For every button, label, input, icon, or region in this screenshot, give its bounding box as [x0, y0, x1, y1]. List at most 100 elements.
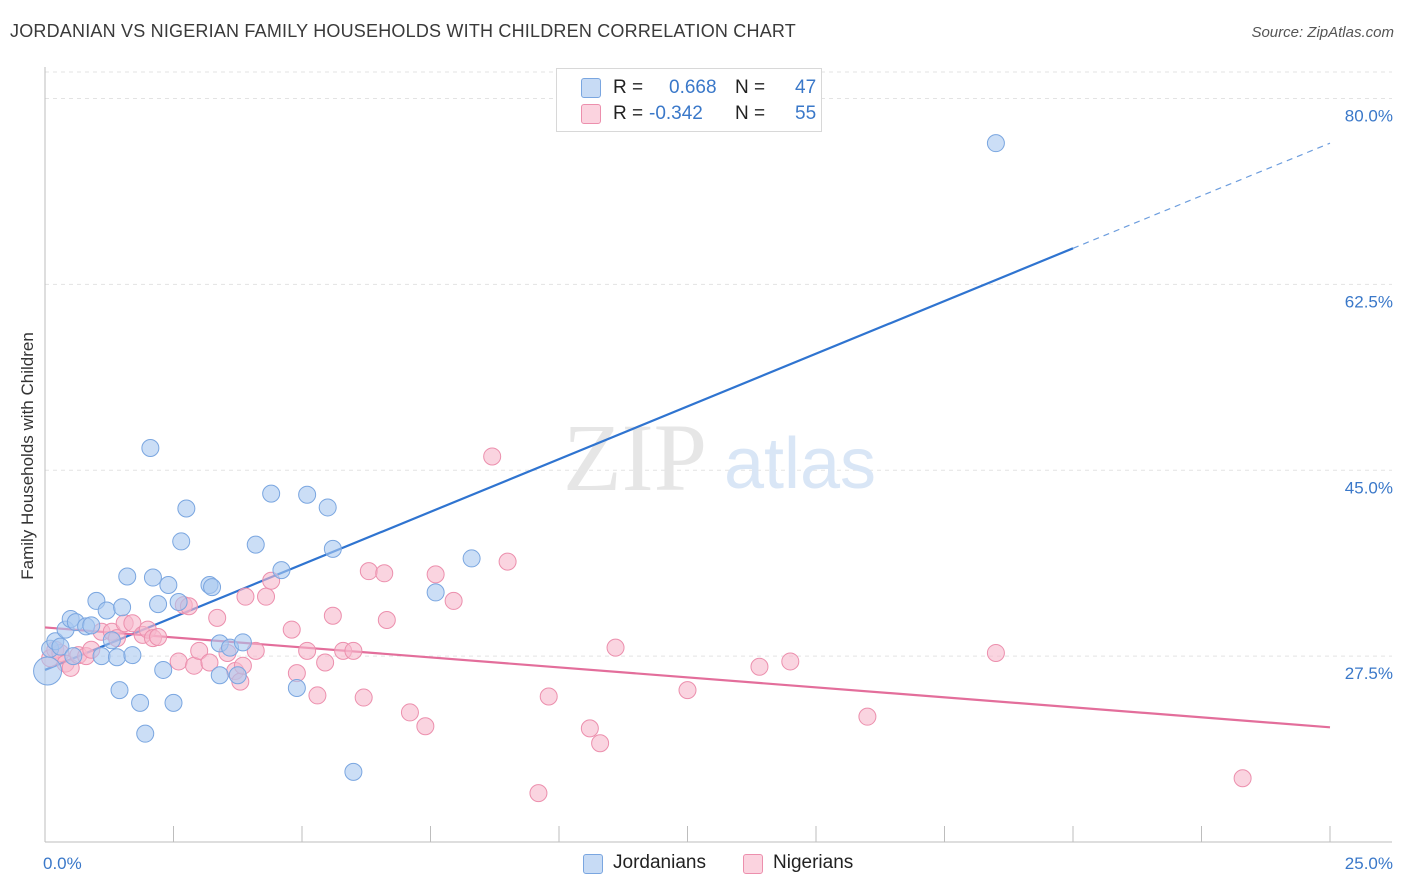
jordanian-point [113, 598, 132, 617]
nigerian-point [444, 591, 463, 610]
jordanian-point [426, 583, 445, 602]
jordanian-point [82, 616, 101, 635]
jordanian-point [51, 637, 70, 656]
y-tick-label: 27.5% [1345, 664, 1393, 683]
stats-legend: R = 0.668 N = 47 R = -0.342 N = 55 [556, 68, 822, 132]
nigerian-point [529, 784, 548, 803]
jordanian-point [92, 647, 111, 666]
nigerian-point [1233, 769, 1252, 788]
watermark-atlas: atlas [724, 424, 876, 504]
nigerian-point [539, 687, 558, 706]
jordanian-point [154, 660, 173, 679]
jordanian-point [986, 134, 1005, 153]
nigerian-point [377, 611, 396, 630]
legend-n-value: 47 [795, 77, 817, 98]
legend-r-value: -0.342 [649, 103, 703, 124]
jordanian-point [287, 679, 306, 697]
jordanian-point [33, 656, 63, 686]
legend-label-nigerians: Nigerians [773, 852, 854, 873]
jordanians-trend-extension [1072, 142, 1331, 249]
nigerian-point [416, 717, 435, 736]
legend-swatch-nigerians [581, 104, 601, 124]
nigerian-point [986, 643, 1005, 662]
axis-labels: 27.5% 45.0% 62.5% 80.0% 0.0% 25.0% [43, 107, 1393, 873]
jordanian-point [102, 631, 121, 650]
nigerian-point [298, 641, 317, 660]
jordanian-point [318, 498, 337, 517]
jordanian-point [110, 681, 129, 700]
jordanian-point [143, 568, 162, 587]
legend-r-value: 0.668 [669, 77, 717, 98]
data-points [33, 134, 1252, 803]
y-axis-title: Family Households with Children [18, 332, 37, 580]
nigerian-point [123, 614, 142, 633]
legend-n-label: N = [735, 103, 766, 124]
legend-swatch-nigerians [743, 854, 763, 874]
x-tick-label: 0.0% [43, 854, 82, 873]
jordanian-point [97, 601, 116, 620]
jordanian-point [169, 592, 188, 611]
nigerian-point [375, 564, 394, 583]
nigerian-point [678, 681, 697, 700]
nigerian-point [208, 608, 227, 627]
nigerian-point [781, 652, 800, 671]
nigerian-point [344, 641, 363, 660]
jordanian-point [246, 535, 265, 554]
jordanian-point [118, 567, 137, 586]
jordanian-point [462, 549, 481, 568]
jordanian-point [323, 539, 342, 558]
jordanian-point [177, 499, 196, 518]
axes [44, 67, 1392, 843]
legend-r-label: R = [613, 103, 644, 124]
jordanian-point [298, 485, 317, 504]
nigerian-point [316, 653, 335, 672]
jordanian-point [64, 647, 83, 666]
nigerian-point [169, 652, 188, 671]
jordanian-point [123, 646, 142, 665]
jordanian-point [172, 532, 191, 551]
chart-title: JORDANIAN VS NIGERIAN FAMILY HOUSEHOLDS … [10, 21, 796, 41]
nigerian-point [354, 688, 373, 707]
nigerian-point [323, 606, 342, 625]
nigerian-point [858, 707, 877, 726]
legend-swatch-jordanians [583, 854, 603, 874]
jordanian-point [149, 595, 168, 614]
nigerian-point [426, 565, 445, 584]
nigerian-point [750, 657, 769, 676]
nigerian-point [359, 562, 378, 581]
jordanian-point [210, 666, 229, 685]
legend-swatch-jordanians [581, 78, 601, 98]
grid [45, 71, 1392, 657]
watermark-zip: ZIP [563, 404, 707, 511]
nigerian-point [400, 703, 419, 722]
nigerian-point [257, 587, 276, 606]
nigerian-point [149, 628, 168, 647]
nigerian-point [591, 734, 610, 753]
legend-label-jordanians: Jordanians [613, 852, 706, 873]
jordanian-point [164, 693, 183, 712]
jordanian-point [141, 438, 160, 457]
jordanian-point [344, 762, 363, 781]
nigerian-point [580, 719, 599, 738]
nigerian-point [236, 587, 255, 606]
nigerian-point [246, 641, 265, 660]
jordanian-point [233, 633, 252, 652]
nigerian-point [282, 620, 301, 639]
jordanian-point [262, 484, 281, 503]
jordanians-trend-line [44, 247, 1074, 671]
legend-r-label: R = [613, 77, 644, 98]
nigerian-point [498, 552, 517, 571]
y-tick-label: 62.5% [1345, 292, 1393, 311]
y-tick-label: 80.0% [1345, 107, 1393, 126]
jordanian-point [107, 648, 126, 667]
legend-n-value: 55 [795, 103, 817, 124]
nigerian-point [483, 447, 502, 466]
jordanian-point [272, 561, 291, 580]
nigerian-point [606, 638, 625, 657]
nigerian-point [190, 641, 209, 660]
legend-n-label: N = [735, 77, 766, 98]
jordanian-point [228, 666, 247, 685]
source-label: Source: ZipAtlas.com [1251, 24, 1394, 41]
x-tick-label: 25.0% [1345, 854, 1393, 873]
